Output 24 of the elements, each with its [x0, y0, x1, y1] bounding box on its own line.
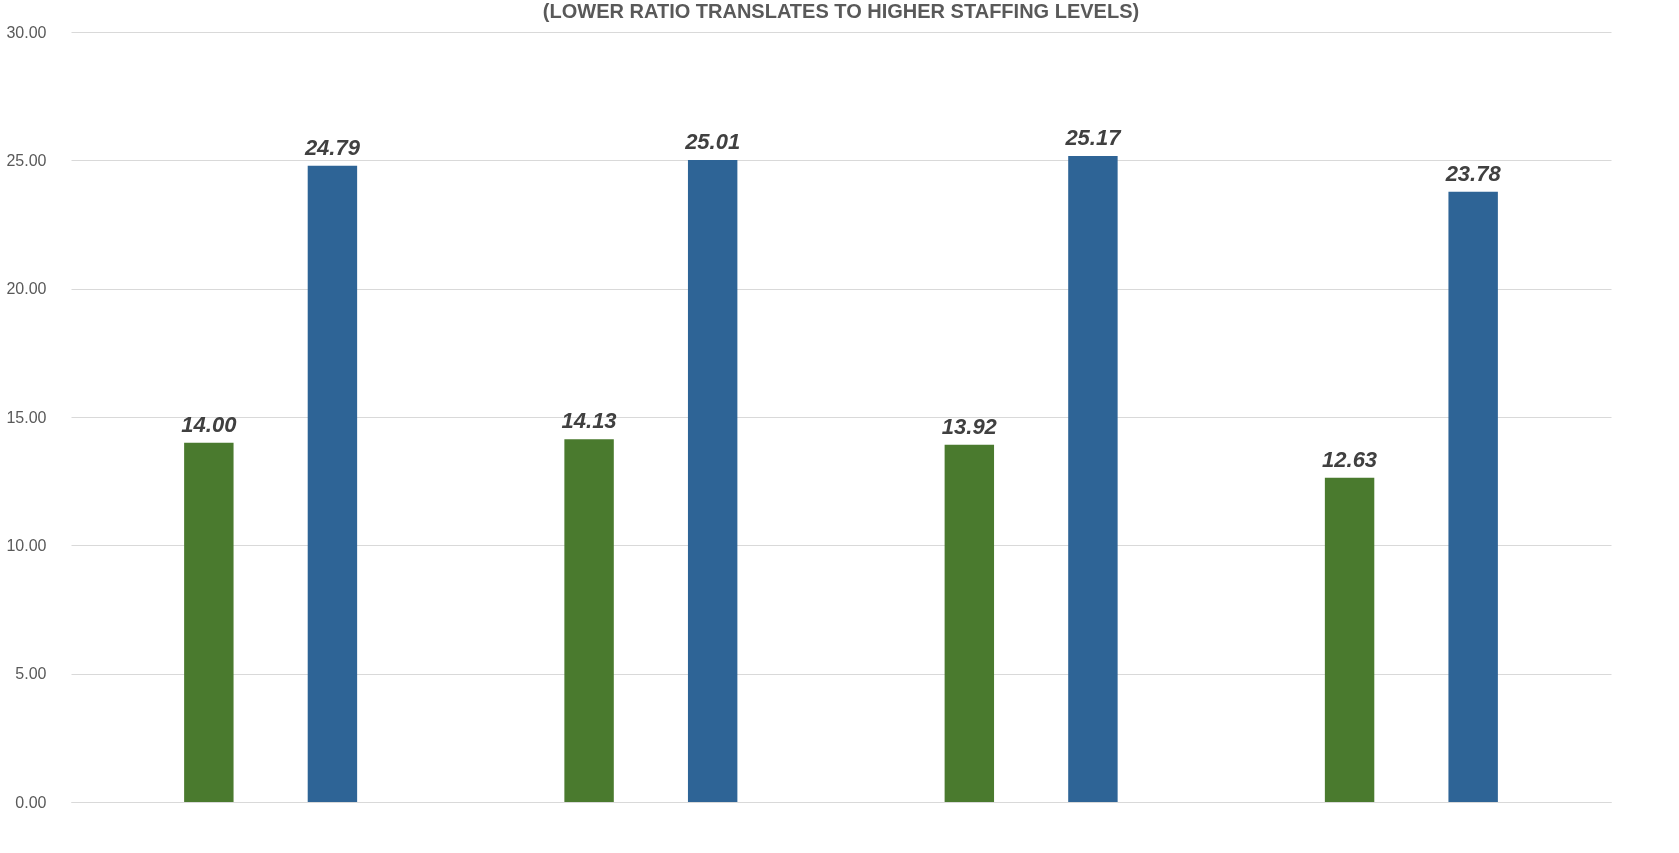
- bar: [1068, 155, 1118, 802]
- bar: [564, 439, 614, 802]
- data-label: 23.78: [1444, 160, 1502, 186]
- data-label: 24.79: [303, 134, 361, 160]
- y-tick-label: 30.00: [6, 23, 47, 41]
- y-tick-label: 0.00: [15, 793, 47, 811]
- chart-subtitle: (LOWER RATIO TRANSLATES TO HIGHER STAFFING LEVELS): [542, 0, 1140, 22]
- y-tick-label: 15.00: [6, 408, 47, 426]
- data-label: 25.17: [1064, 124, 1123, 150]
- data-label: 12.63: [1322, 446, 1378, 472]
- bar: [184, 442, 234, 802]
- bar: [1448, 191, 1498, 802]
- data-label: 14.00: [181, 411, 238, 437]
- y-tick-label: 10.00: [6, 536, 47, 554]
- y-tick-label: 20.00: [6, 280, 47, 298]
- bar: [1324, 477, 1375, 802]
- data-label: 25.01: [684, 129, 741, 155]
- y-tick-label: 5.00: [15, 665, 47, 683]
- y-tick-label: 25.00: [6, 151, 47, 169]
- bar: [944, 444, 995, 802]
- bar: [687, 160, 738, 802]
- bar: [307, 165, 358, 802]
- data-label: 13.92: [941, 413, 998, 439]
- data-label: 14.13: [561, 408, 617, 434]
